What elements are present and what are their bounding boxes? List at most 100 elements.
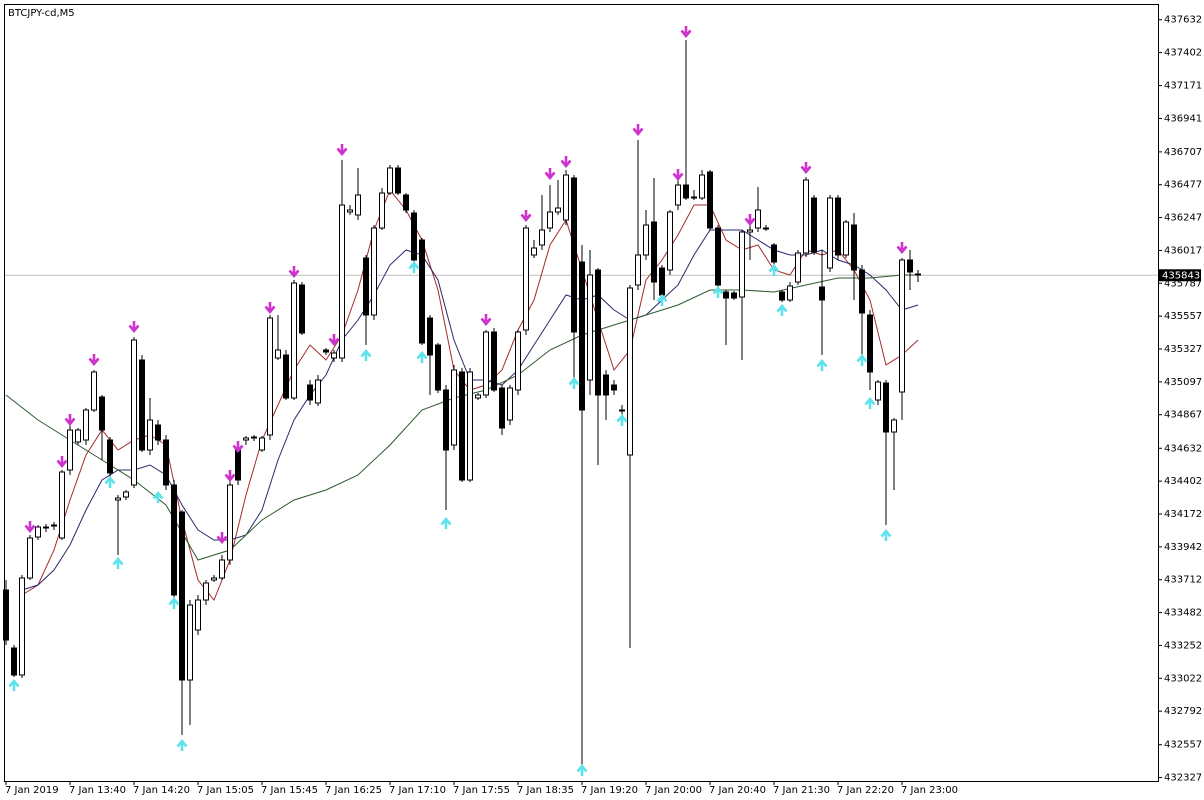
candle-body [883, 382, 889, 433]
fractal-down-arrow [896, 242, 908, 255]
x-tick-label: 7 Jan 19:20 [581, 785, 638, 796]
candle-body [547, 211, 553, 229]
fractal-up-arrow [104, 475, 116, 488]
y-tick-label: 432557 [1164, 740, 1202, 751]
candle-body [827, 197, 833, 269]
x-tick-label: 7 Jan 21:30 [773, 785, 830, 796]
y-tick-label: 433482 [1164, 608, 1202, 619]
candle-body [491, 331, 497, 391]
candle-body [43, 526, 49, 529]
symbol-title: BTCJPY-cd,M5 [8, 8, 75, 19]
candle-body [171, 484, 177, 596]
y-tick-label: 433252 [1164, 640, 1202, 651]
candle-body [403, 194, 409, 211]
fractal-down-arrow [800, 162, 812, 175]
x-tick-label: 7 Jan 20:00 [645, 785, 702, 796]
candle-body [851, 224, 857, 271]
candle-body [795, 252, 801, 283]
x-tick-label: 7 Jan 18:35 [517, 785, 574, 796]
candle-body [619, 409, 625, 412]
fractal-up-arrow [168, 596, 180, 609]
candle-body [315, 379, 321, 404]
candle-body [675, 184, 681, 206]
candle-body [35, 526, 41, 538]
fractal-up-arrow [712, 285, 724, 298]
fractal-down-arrow [24, 521, 36, 534]
candle-body [611, 384, 617, 391]
fractal-down-arrow [264, 302, 276, 315]
candle-body [339, 204, 345, 359]
candle-body [907, 259, 913, 273]
candle-body [395, 167, 401, 194]
y-tick-label: 437171 [1164, 81, 1202, 92]
x-tick-label: 7 Jan 16:25 [325, 785, 382, 796]
candle-body [275, 349, 281, 359]
fractal-up-arrow [176, 738, 188, 751]
candle-body [163, 439, 169, 486]
y-tick-label: 435097 [1164, 377, 1202, 388]
fractal-down-arrow [744, 214, 756, 227]
candle-body [123, 491, 129, 498]
fractal-down-arrow [336, 144, 348, 157]
candle-body [811, 197, 817, 253]
y-tick-label: 432792 [1164, 706, 1202, 717]
candle-body [635, 254, 641, 286]
candle-body [531, 247, 537, 256]
candle-body [667, 211, 673, 271]
fractal-up-arrow [440, 516, 452, 529]
candle-body [427, 317, 433, 356]
fractal-down-arrow [672, 169, 684, 182]
y-tick-label: 436941 [1164, 113, 1202, 124]
y-tick-label: 436707 [1164, 147, 1202, 158]
candle-body [563, 174, 569, 221]
candle-body [659, 267, 665, 296]
candle-body [235, 449, 241, 481]
candle-body [227, 484, 233, 561]
fractal-up-arrow [152, 490, 164, 503]
candle-body [355, 194, 361, 216]
candle-body [19, 577, 25, 676]
candle-body [115, 497, 121, 501]
candle-body [595, 269, 601, 396]
candle-body [587, 274, 593, 381]
fractal-up-arrow [816, 358, 828, 371]
candle-body [459, 371, 465, 481]
candle-body [443, 389, 449, 451]
candle-body [283, 354, 289, 399]
candle-body [483, 331, 489, 396]
candle-body [83, 409, 89, 441]
candle-body [867, 314, 873, 373]
candle-body [331, 352, 337, 359]
candle-body [27, 537, 33, 579]
fractal-up-arrow [360, 348, 372, 361]
candle-body [843, 221, 849, 256]
candle-body [251, 436, 257, 439]
candle-body [875, 381, 881, 401]
candle-body [699, 174, 705, 199]
fractal-up-arrow [776, 303, 788, 316]
candle-body [187, 604, 193, 681]
candle-body [755, 209, 761, 229]
candle-body [723, 291, 729, 299]
candle-body [771, 244, 777, 263]
x-tick-label: 7 Jan 15:05 [197, 785, 254, 796]
candle-body [451, 369, 457, 446]
candle-body [107, 439, 113, 474]
candle-body [363, 257, 369, 316]
candle-body [779, 291, 785, 301]
candle-body [763, 227, 769, 230]
candle-body [147, 419, 153, 451]
y-tick-label: 434867 [1164, 410, 1202, 421]
candle-body [739, 231, 745, 298]
fractal-down-arrow [520, 210, 532, 223]
fractal-down-arrow [480, 314, 492, 327]
candle-body [411, 212, 417, 261]
y-tick-label: 434402 [1164, 476, 1202, 487]
fractal-up-arrow [880, 528, 892, 541]
y-tick-label: 435557 [1164, 311, 1202, 322]
candle-body [259, 437, 265, 451]
fractal-down-arrow [224, 470, 236, 483]
x-tick-label: 7 Jan 15:45 [261, 785, 318, 796]
fractal-up-arrow [568, 376, 580, 389]
x-tick-label: 7 Jan 2019 [5, 785, 59, 796]
